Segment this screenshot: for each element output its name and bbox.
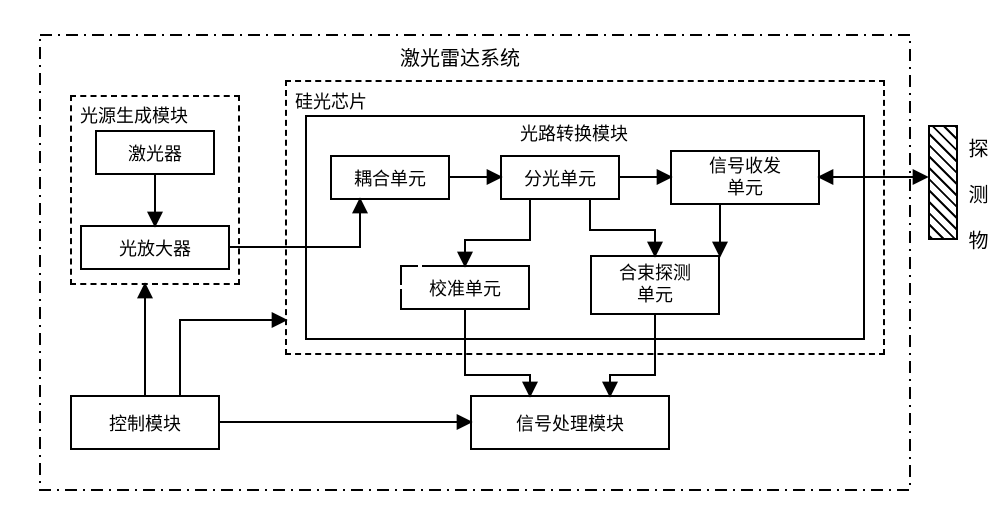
calibration-label: 校准单元 xyxy=(429,275,501,301)
target-box xyxy=(928,125,958,240)
chip-title: 硅光芯片 xyxy=(295,88,367,114)
path-module-title: 光路转换模块 xyxy=(520,120,628,146)
light-source-title: 光源生成模块 xyxy=(80,102,188,128)
signal-processing-label: 信号处理模块 xyxy=(516,410,624,436)
system-title: 激光雷达系统 xyxy=(400,42,520,71)
detection-label: 合束探测 单元 xyxy=(619,263,691,306)
diagram-canvas: 激光雷达系统 光源生成模块 激光器 光放大器 控制模块 硅光芯片 光路转换模块 … xyxy=(20,20,980,510)
control-module-label: 控制模块 xyxy=(109,410,181,436)
laser-label: 激光器 xyxy=(128,140,182,166)
detection-box: 合束探测 单元 xyxy=(590,255,720,315)
signal-processing-box: 信号处理模块 xyxy=(470,395,670,450)
splitting-box: 分光单元 xyxy=(500,155,620,200)
splitting-label: 分光单元 xyxy=(524,165,596,191)
coupling-box: 耦合单元 xyxy=(330,155,450,200)
amplifier-box: 光放大器 xyxy=(80,225,230,270)
laser-box: 激光器 xyxy=(95,130,215,175)
path-module-box xyxy=(305,115,865,340)
target-label: 探 测 物 xyxy=(962,138,991,252)
amplifier-label: 光放大器 xyxy=(119,235,191,261)
calibration-box: 校准单元 xyxy=(400,265,530,310)
transceiver-label: 信号收发 单元 xyxy=(709,156,781,199)
transceiver-box: 信号收发 单元 xyxy=(670,150,820,205)
coupling-label: 耦合单元 xyxy=(354,165,426,191)
control-module-box: 控制模块 xyxy=(70,395,220,450)
